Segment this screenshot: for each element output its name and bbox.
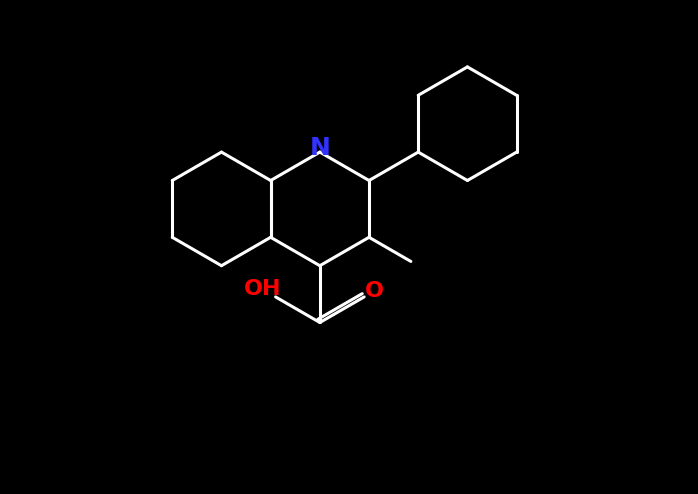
Text: OH: OH — [244, 280, 281, 299]
Text: N: N — [309, 136, 330, 161]
Text: O: O — [365, 281, 384, 301]
